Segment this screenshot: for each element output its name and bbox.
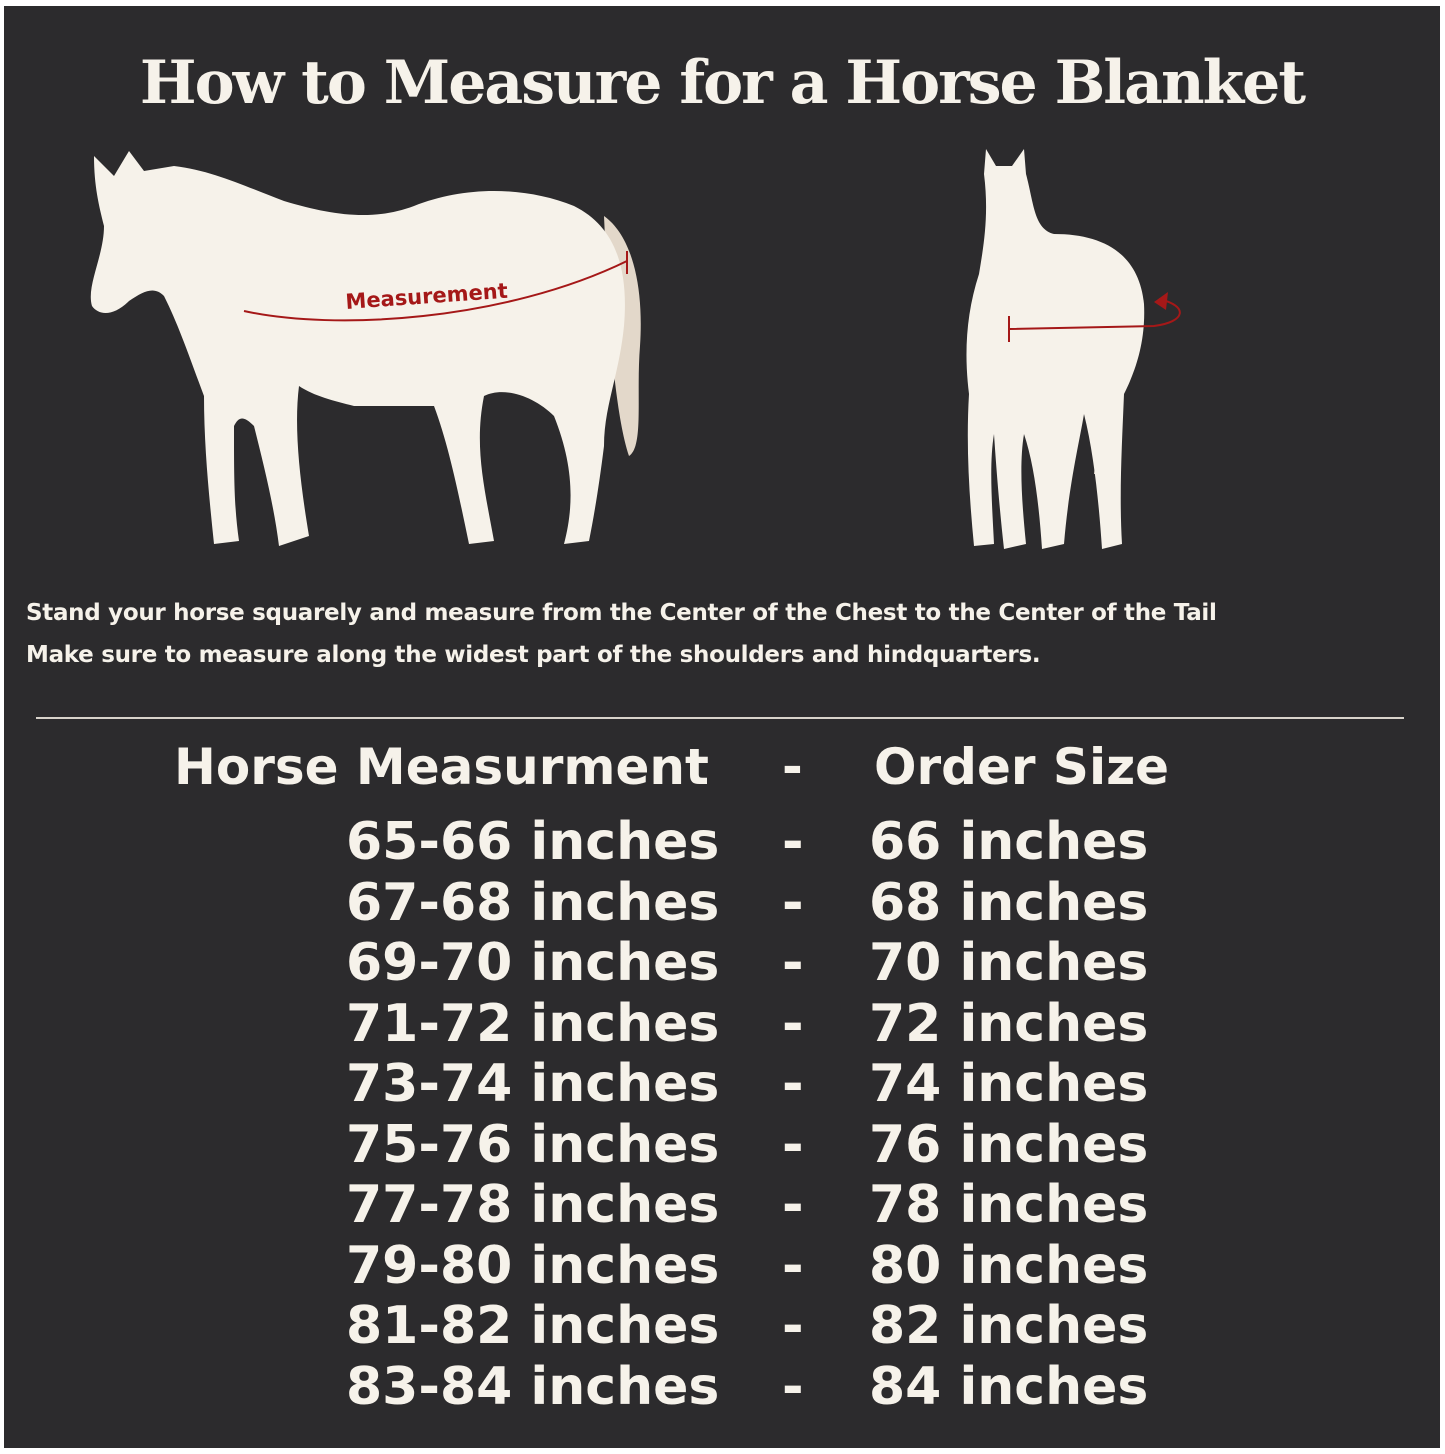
row-order-size: 84 inches [869,1356,1149,1417]
row-separator: - [782,993,804,1054]
row-order-size: 66 inches [869,812,1149,872]
table-row: 69-70 inches - 70 inches [4,933,1440,993]
row-order-size: 70 inches [869,933,1149,993]
row-order-size: 80 inches [869,1235,1149,1296]
table-row: 71-72 inches - 72 inches [4,994,1440,1054]
table-row: 77-78 inches - 78 inches [4,1175,1440,1235]
row-order-size: 82 inches [869,1296,1149,1356]
header-order-size: Order Size [874,738,1170,796]
row-measurement: 69-70 inches [346,933,720,993]
table-row: 65-66 inches - 66 inches [4,812,1440,872]
row-measurement: 77-78 inches [346,1175,720,1235]
instruction-line-2: Make sure to measure along the widest pa… [26,642,1041,668]
row-order-size: 78 inches [869,1175,1149,1235]
row-order-size: 68 inches [869,872,1149,933]
divider [36,717,1404,719]
row-separator: - [782,933,804,993]
row-measurement: 67-68 inches [346,872,720,933]
measurement-line [1008,298,1181,330]
row-separator: - [782,872,804,933]
row-measurement: 79-80 inches [346,1235,720,1296]
row-separator: - [782,1114,804,1175]
row-order-size: 74 inches [869,1054,1149,1114]
table-row: 79-80 inches - 80 inches [4,1236,1440,1296]
page-title: How to Measure for a Horse Blanket [139,48,1306,118]
row-measurement: 75-76 inches [346,1114,720,1175]
table-row: 67-68 inches - 68 inches [4,873,1440,933]
row-measurement: 71-72 inches [346,993,720,1054]
row-order-size: 76 inches [869,1114,1149,1175]
row-separator: - [782,1296,804,1356]
horse-front-view-illustration [966,149,1181,549]
horse-body [966,149,1145,549]
row-measurement: 73-74 inches [346,1054,720,1114]
horse-side-view-illustration: Measurement [90,151,641,546]
row-separator: - [782,812,804,872]
row-measurement: 81-82 inches [346,1296,720,1356]
header-separator: - [782,738,803,796]
horse-body [90,151,625,546]
instruction-line-1: Stand your horse squarely and measure fr… [26,600,1217,626]
row-order-size: 72 inches [869,993,1149,1054]
table-row: 73-74 inches - 74 inches [4,1054,1440,1114]
header-measurement: Horse Measurment [174,738,709,796]
size-table-header: Horse Measurment - Order Size [4,738,1440,798]
row-separator: - [782,1356,804,1417]
row-measurement: 65-66 inches [346,812,720,872]
table-row: 75-76 inches - 76 inches [4,1115,1440,1175]
arrow-head-icon [1154,292,1168,310]
table-row: 83-84 inches - 84 inches [4,1357,1440,1417]
row-separator: - [782,1054,804,1114]
row-separator: - [782,1175,804,1235]
dark-panel: How to Measure for a Horse Blanket Measu… [4,6,1440,1448]
measurement-line [243,260,628,322]
row-measurement: 83-84 inches [346,1356,720,1417]
row-separator: - [782,1235,804,1296]
table-row: 81-82 inches - 82 inches [4,1296,1440,1356]
